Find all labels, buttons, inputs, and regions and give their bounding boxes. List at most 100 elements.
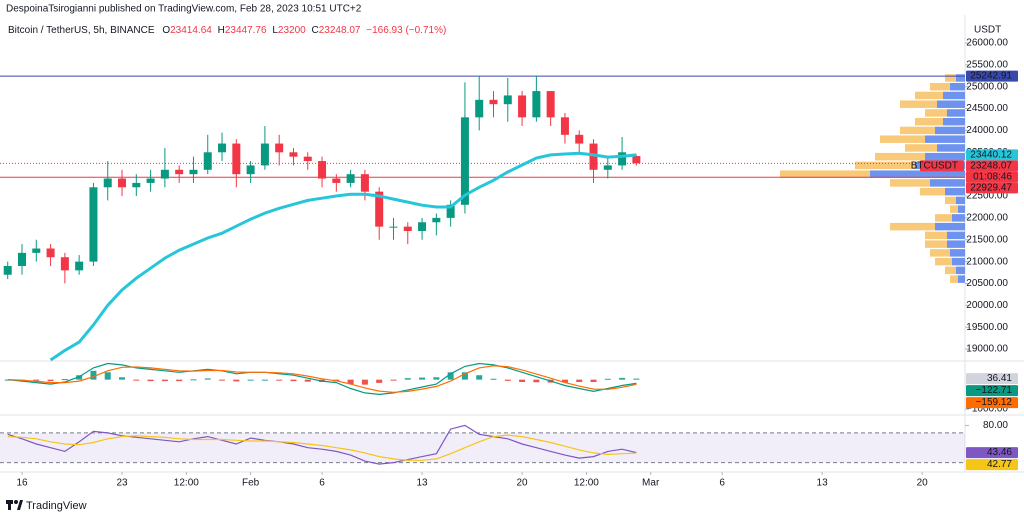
histogram-bar bbox=[619, 377, 626, 380]
histogram-bar bbox=[633, 378, 640, 380]
volume-up bbox=[950, 82, 965, 91]
volume-down bbox=[945, 266, 956, 275]
histogram-bar bbox=[90, 370, 97, 380]
price-tag: 01:08:46 bbox=[973, 172, 1012, 183]
currency: USDT bbox=[974, 25, 1001, 36]
y-tick-label: 22500.00 bbox=[966, 191, 1008, 202]
candle-body bbox=[46, 248, 55, 258]
indicator-line bbox=[7, 424, 637, 465]
price-tag: 25242.91 bbox=[970, 71, 1012, 82]
candle-body bbox=[203, 152, 212, 170]
volume-up bbox=[937, 144, 965, 152]
indicator-line bbox=[7, 362, 637, 396]
candle-body bbox=[446, 204, 455, 218]
price-tag-bg bbox=[966, 70, 1018, 82]
histogram-bar bbox=[390, 379, 397, 381]
candle-body bbox=[75, 261, 84, 271]
volume-up bbox=[947, 109, 965, 117]
volume-up bbox=[956, 196, 965, 205]
volume-down bbox=[950, 205, 958, 213]
histogram-bar bbox=[61, 379, 68, 381]
candle-body bbox=[503, 95, 512, 105]
ohlc-label: O bbox=[162, 25, 170, 36]
candle-body bbox=[560, 117, 569, 135]
price-tag: 23248.07 bbox=[970, 161, 1012, 172]
volume-down bbox=[935, 257, 952, 266]
candle-body bbox=[332, 178, 341, 183]
volume-down bbox=[915, 91, 943, 100]
y-tick-label: 21500.00 bbox=[966, 234, 1008, 245]
histogram-bar bbox=[133, 379, 140, 381]
candle-body bbox=[432, 217, 441, 223]
volume-down bbox=[780, 170, 870, 178]
volume-up bbox=[950, 249, 965, 257]
candle-body bbox=[260, 143, 269, 166]
x-tick-label: 13 bbox=[416, 478, 428, 489]
y-tick-label: 20500.00 bbox=[966, 278, 1008, 289]
x-tick-label: 6 bbox=[719, 478, 725, 489]
histogram-bar bbox=[490, 378, 497, 380]
value-tag-bg bbox=[966, 385, 1018, 397]
candle-body bbox=[518, 95, 527, 118]
candle-body bbox=[346, 174, 355, 183]
histogram-bar bbox=[290, 379, 297, 382]
histogram-bar bbox=[204, 378, 211, 380]
indicator-line bbox=[7, 365, 637, 393]
histogram-bar bbox=[576, 379, 583, 382]
candle-body bbox=[160, 169, 169, 179]
histogram-bar bbox=[219, 379, 226, 381]
candle-body bbox=[18, 252, 27, 266]
candle-body bbox=[303, 156, 312, 162]
candle-body bbox=[246, 165, 255, 175]
y-tick-label: 19000.00 bbox=[966, 344, 1008, 355]
y-tick-label: 80.00 bbox=[983, 420, 1008, 431]
candle-body bbox=[418, 222, 427, 232]
candle-body bbox=[32, 248, 41, 253]
candle-body bbox=[460, 117, 469, 205]
histogram-bar bbox=[76, 375, 83, 380]
candle-body bbox=[175, 169, 184, 175]
candle-body bbox=[60, 257, 69, 271]
volume-up bbox=[925, 152, 965, 161]
candle-body bbox=[189, 169, 198, 175]
value-tag-bg bbox=[966, 447, 1018, 459]
histogram-bar bbox=[247, 379, 254, 381]
histogram-bar bbox=[233, 379, 240, 382]
volume-down bbox=[855, 161, 915, 170]
ohlc-value: 23248.07 bbox=[319, 25, 361, 36]
histogram-bar bbox=[347, 379, 354, 385]
x-tick-label: 20 bbox=[517, 478, 529, 489]
histogram-bar bbox=[433, 377, 440, 380]
value-tag: 42.77 bbox=[987, 459, 1012, 470]
x-tick-label: 12:00 bbox=[574, 478, 599, 489]
volume-up bbox=[870, 170, 965, 178]
candle-body bbox=[589, 143, 598, 170]
volume-down bbox=[925, 109, 947, 117]
volume-up bbox=[956, 74, 965, 82]
publisher: DespoinaTsirogianni published on Trading… bbox=[6, 4, 362, 15]
histogram-bar bbox=[261, 379, 268, 381]
symbol: Bitcoin / TetherUS, 5h, BINANCE bbox=[8, 25, 155, 36]
price-tag-bg bbox=[966, 182, 1018, 194]
volume-up bbox=[943, 91, 965, 100]
indicator-line bbox=[7, 434, 637, 461]
candle-body bbox=[3, 265, 12, 275]
volume-up bbox=[937, 100, 965, 108]
volume-down bbox=[900, 100, 937, 108]
band bbox=[0, 432, 965, 463]
indicator-line bbox=[49, 151, 637, 362]
volume-up bbox=[958, 205, 965, 213]
value-tag: −159.12 bbox=[976, 397, 1013, 408]
candle-body bbox=[618, 152, 627, 166]
histogram-bar bbox=[533, 379, 540, 383]
histogram-bar bbox=[590, 379, 597, 382]
volume-up bbox=[925, 135, 965, 143]
candle-body bbox=[318, 161, 327, 179]
candle-body bbox=[232, 143, 241, 175]
symbol-tag-bg bbox=[920, 160, 964, 172]
candle-body bbox=[475, 99, 484, 118]
histogram-bar bbox=[419, 377, 426, 380]
y-tick-label: 22000.00 bbox=[966, 213, 1008, 224]
histogram-bar bbox=[176, 379, 183, 382]
y-tick-label: 26000.00 bbox=[966, 38, 1008, 49]
